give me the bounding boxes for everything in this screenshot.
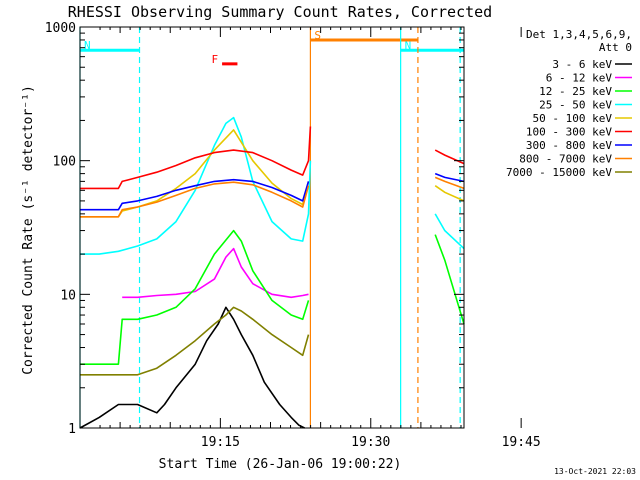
series-line: [80, 116, 312, 255]
flag-label: F: [211, 53, 218, 66]
series-line: [80, 181, 310, 218]
generation-timestamp: 13-Oct-2021 22:03: [554, 467, 636, 476]
flag-label: N: [84, 39, 91, 52]
x-axis-label: Start Time (26-Jan-06 19:00:22): [159, 457, 402, 472]
y-tick-label: 100: [53, 155, 76, 170]
series-layer: [79, 116, 465, 429]
legend-entry-label: 300 - 800 keV: [526, 139, 612, 152]
chart-title: RHESSI Observing Summary Count Rates, Co…: [68, 3, 492, 21]
legend-header-attenuator: Att 0: [599, 41, 632, 54]
legend-entry-label: 7000 - 15000 keV: [506, 166, 612, 179]
series-late-segment: [434, 185, 465, 202]
y-tick-label: 1: [68, 422, 76, 437]
series-line: [80, 178, 310, 211]
x-tick-label: 19:30: [351, 435, 390, 450]
series-line: [80, 129, 310, 218]
legend-entry-label: 3 - 6 keV: [552, 58, 612, 71]
legend-header-detectors: Det 1,3,4,5,6,9,: [526, 28, 632, 41]
flags-layer: N N S F: [80, 29, 464, 66]
series-line: [80, 126, 312, 190]
x-tick-label: 19:45: [502, 435, 541, 450]
series-late-segment: [434, 213, 465, 250]
series-line: [79, 306, 305, 429]
y-tick-label: 10: [60, 288, 76, 303]
legend-entry-label: 6 - 12 keV: [546, 72, 613, 85]
series-late-segment: [434, 172, 465, 183]
series-line: [80, 229, 310, 366]
series-late-segment: [434, 176, 465, 190]
legend-entry-label: 100 - 300 keV: [526, 126, 612, 139]
series-late-segment: [434, 234, 465, 325]
flag-label: S: [314, 29, 321, 42]
y-tick-label: 1000: [45, 21, 76, 36]
x-tick-label: 19:15: [201, 435, 240, 450]
series-line: [80, 306, 310, 376]
y-axis-label: Corrected Count Rate (s⁻¹ detector⁻¹): [21, 85, 36, 375]
markers-layer: [79, 27, 461, 428]
legend-entry-label: 12 - 25 keV: [539, 85, 612, 98]
legend-entry-label: 25 - 50 keV: [539, 99, 612, 112]
plot-frame: [79, 26, 465, 429]
legend-entry-label: 50 - 100 keV: [533, 112, 613, 125]
series-line: [122, 247, 309, 299]
legend-entry-label: 800 - 7000 keV: [519, 153, 612, 166]
flag-label: N: [405, 39, 412, 52]
